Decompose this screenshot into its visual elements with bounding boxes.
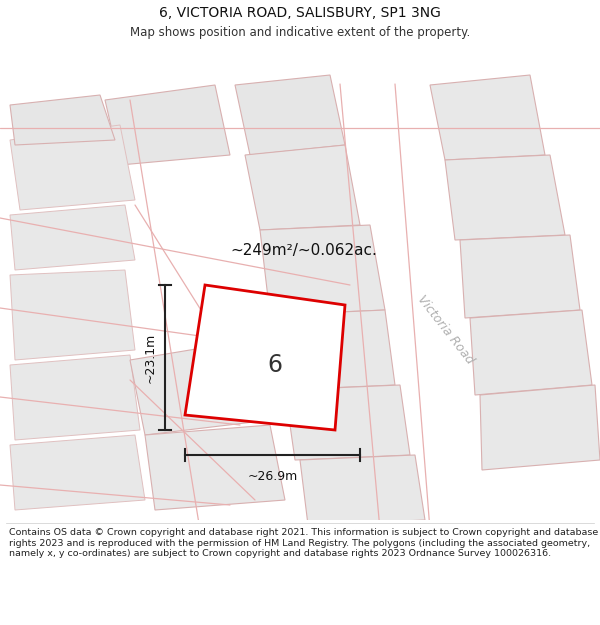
Polygon shape — [10, 95, 115, 145]
Polygon shape — [235, 75, 345, 155]
Text: Map shows position and indicative extent of the property.: Map shows position and indicative extent… — [130, 26, 470, 39]
Text: ~26.9m: ~26.9m — [247, 469, 298, 482]
Polygon shape — [445, 155, 565, 240]
Polygon shape — [275, 310, 395, 390]
Polygon shape — [300, 455, 425, 525]
Polygon shape — [10, 355, 140, 440]
Polygon shape — [480, 385, 600, 470]
Polygon shape — [105, 85, 230, 165]
Polygon shape — [10, 270, 135, 360]
Text: 6: 6 — [268, 353, 283, 377]
Polygon shape — [10, 435, 145, 510]
Polygon shape — [10, 125, 135, 210]
Text: Victoria Road: Victoria Road — [414, 293, 476, 367]
Polygon shape — [285, 385, 410, 460]
Polygon shape — [460, 235, 580, 318]
Polygon shape — [10, 205, 135, 270]
Polygon shape — [130, 340, 270, 435]
Text: ~23.1m: ~23.1m — [143, 332, 157, 382]
Text: ~249m²/~0.062ac.: ~249m²/~0.062ac. — [230, 242, 377, 258]
Polygon shape — [145, 425, 285, 510]
Polygon shape — [430, 75, 545, 160]
Polygon shape — [185, 285, 345, 430]
Text: 6, VICTORIA ROAD, SALISBURY, SP1 3NG: 6, VICTORIA ROAD, SALISBURY, SP1 3NG — [159, 6, 441, 20]
Polygon shape — [245, 145, 360, 230]
Polygon shape — [470, 310, 592, 395]
Text: Contains OS data © Crown copyright and database right 2021. This information is : Contains OS data © Crown copyright and d… — [9, 528, 598, 558]
Polygon shape — [260, 225, 385, 315]
